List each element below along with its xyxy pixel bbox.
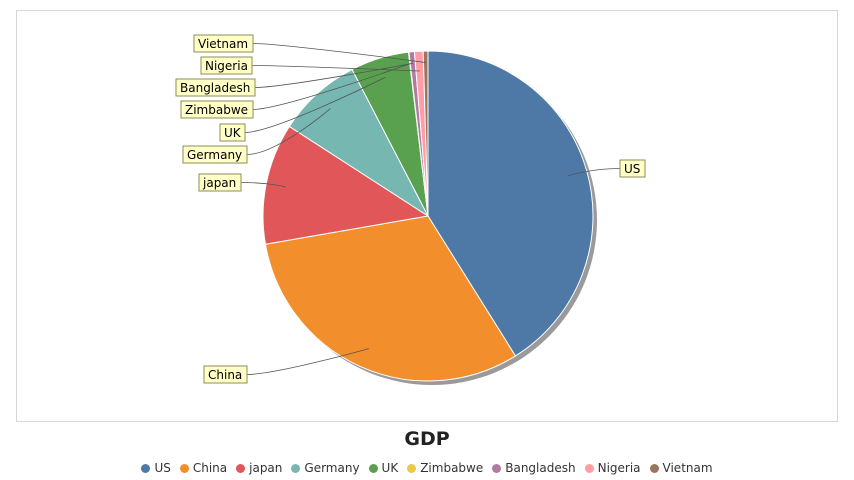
legend-label-vietnam: Vietnam (662, 461, 713, 475)
legend-label-china: China (192, 461, 228, 475)
legend-swatch-vietnam (649, 463, 659, 473)
leader-line-vietnam (252, 43, 426, 63)
legend-item-bangladesh[interactable]: Bangladesh (492, 461, 576, 475)
pie-label-box-us (619, 159, 646, 178)
leader-line-bangladesh (254, 62, 413, 88)
pie-label-box-bangladesh (175, 78, 256, 97)
legend-label-japan: japan (249, 461, 283, 475)
pie-label-zimbabwe: Zimbabwe (185, 103, 248, 117)
pie-label-uk: UK (224, 126, 242, 140)
legend-label-uk: UK (381, 461, 399, 475)
pie-label-box-uk (219, 123, 246, 142)
pie-slice-china[interactable] (264, 215, 517, 382)
chart-title: GDP (404, 428, 450, 450)
legend-swatch-nigeria (584, 463, 594, 473)
pie-label-box-japan (198, 173, 242, 192)
leader-line-uk (244, 76, 386, 133)
pie-label-germany: Germany (187, 148, 242, 162)
pie-label-box-nigeria (200, 56, 253, 75)
pie-label-box-zimbabwe (180, 100, 254, 119)
legend-label-germany: Germany (304, 461, 360, 475)
leader-line-germany (246, 108, 331, 155)
legend-swatch-zimbabwe (407, 463, 417, 473)
legend-item-vietnam[interactable]: Vietnam (649, 461, 713, 475)
pie-slice-vietnam[interactable] (422, 50, 429, 217)
legend-swatch-germany (291, 463, 301, 473)
legend-swatch-china (179, 463, 189, 473)
legend-item-uk[interactable]: UK (368, 461, 399, 475)
pie-label-box-germany (182, 145, 248, 164)
legend-swatch-uk (368, 463, 378, 473)
legend-label-bangladesh: Bangladesh (505, 461, 576, 475)
legend-swatch-japan (236, 463, 246, 473)
pie-slices (262, 50, 594, 382)
pie-label-japan: japan (202, 176, 236, 190)
pie-label-box-vietnam (193, 34, 254, 53)
legend-item-nigeria[interactable]: Nigeria (584, 461, 641, 475)
pie-slice-japan[interactable] (262, 125, 430, 245)
pie-slice-us[interactable] (427, 50, 594, 357)
pie-label-vietnam: Vietnam (198, 37, 248, 51)
leader-line-japan (240, 182, 286, 188)
legend-item-us[interactable]: US (141, 461, 171, 475)
legend: US China japan Germany UK Zimbabwe Bangladesh N… (0, 461, 854, 475)
legend-swatch-us (141, 463, 151, 473)
legend-item-germany[interactable]: Germany (291, 461, 360, 475)
pie-label-bangladesh: Bangladesh (180, 81, 250, 95)
leader-line-zimbabwe (252, 63, 411, 110)
legend-swatch-bangladesh (492, 463, 502, 473)
pie-label-nigeria: Nigeria (205, 59, 248, 73)
legend-item-japan[interactable]: japan (236, 461, 282, 475)
pie-label-china: China (208, 368, 242, 382)
legend-label-nigeria: Nigeria (597, 461, 641, 475)
leader-line-nigeria (251, 65, 420, 72)
legend-item-zimbabwe[interactable]: Zimbabwe (407, 461, 483, 475)
legend-label-us: US (154, 461, 171, 475)
pie-label-box-china (203, 365, 248, 384)
pie-labels: US China japan Germany UK Zimbabwe Bangladesh N… (175, 34, 646, 384)
legend-label-zimbabwe: Zimbabwe (420, 461, 484, 475)
leader-line-us (567, 168, 621, 177)
legend-item-china[interactable]: China (179, 461, 228, 475)
leader-line-china (246, 348, 369, 375)
pie-label-us: US (624, 162, 640, 176)
